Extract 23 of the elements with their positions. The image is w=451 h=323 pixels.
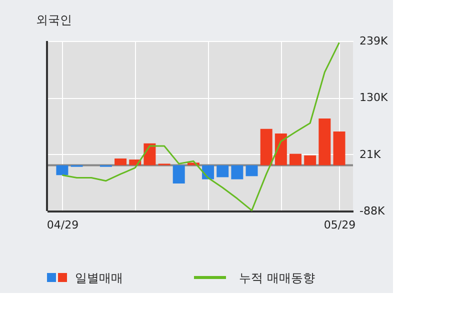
bar (260, 128, 272, 166)
y-tick-label: 130K (360, 91, 388, 104)
line-series (61, 42, 340, 212)
bar (144, 143, 156, 166)
bar (246, 165, 258, 176)
x-tick-label: 04/29 (46, 218, 79, 232)
bar (318, 118, 331, 166)
y-tick-label: -88K (360, 204, 386, 218)
bar (216, 165, 229, 178)
bar (274, 134, 287, 166)
chart-title: 외국인 (36, 13, 72, 27)
y-tick-label: 21K (360, 148, 382, 161)
y-tick-label: 239K (360, 34, 388, 48)
bar (114, 158, 127, 166)
bar (172, 165, 185, 184)
legend-label: 누적 매매동향 (239, 271, 315, 285)
bar (56, 165, 68, 176)
bar (304, 155, 316, 166)
bar (333, 131, 346, 166)
legend-label: 일별매매 (75, 271, 123, 285)
bar (290, 154, 302, 166)
x-tick-label: 05/29 (324, 218, 356, 232)
bar (231, 165, 244, 180)
